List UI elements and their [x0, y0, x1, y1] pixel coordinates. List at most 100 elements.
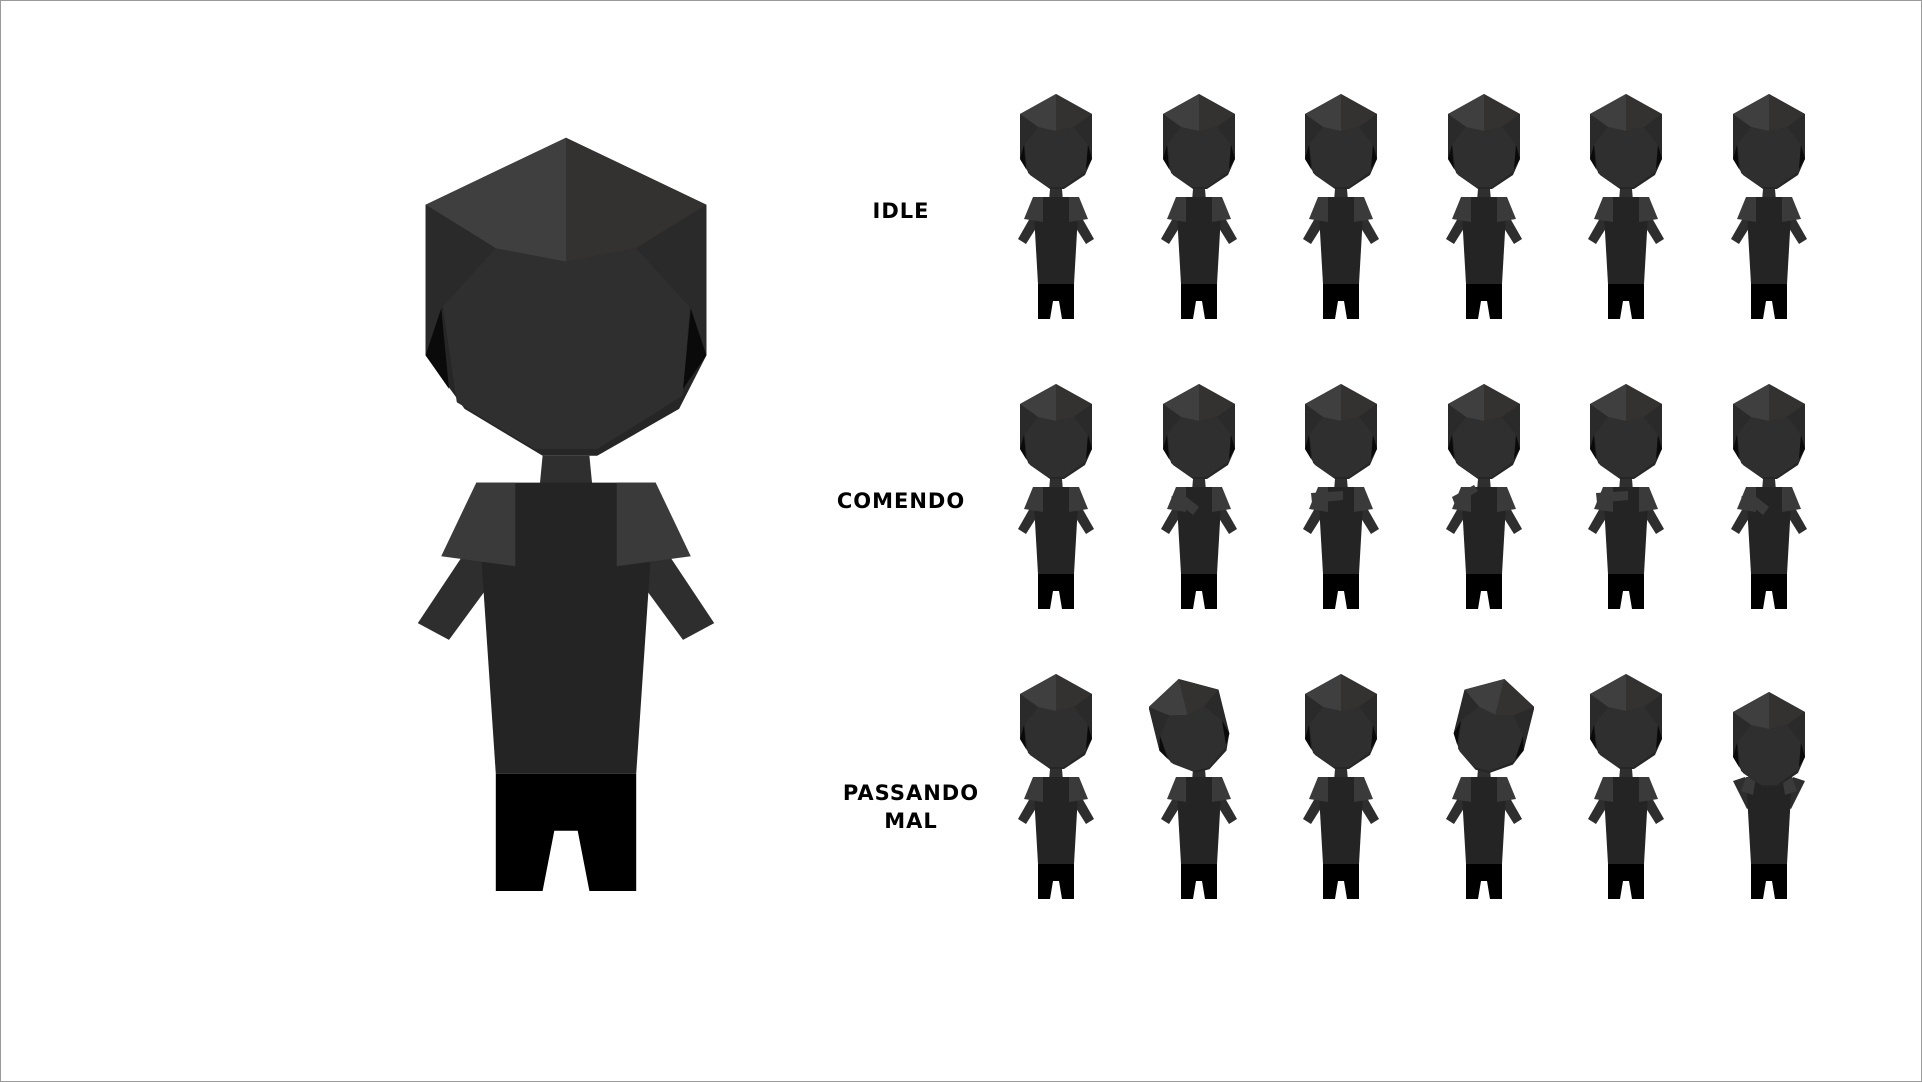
head [1590, 94, 1662, 189]
hair-left [425, 137, 566, 262]
right-sleeve [1069, 197, 1088, 222]
head [1163, 384, 1235, 479]
hair-side-left [1448, 404, 1466, 449]
hair-right [566, 137, 707, 262]
face [1167, 417, 1231, 477]
hair-right [1769, 384, 1805, 421]
hair-side-right [1644, 694, 1662, 739]
sideburn-right [1515, 736, 1524, 760]
hair-side-left [1163, 114, 1181, 159]
sideburn-left [1020, 145, 1026, 169]
pants [1608, 574, 1644, 609]
row-label-passando-mal: PASSANDO MAL [821, 779, 1001, 835]
hair-right [1626, 94, 1662, 131]
sideburn-left [1590, 725, 1596, 749]
hair-right [1199, 384, 1235, 421]
row-label-comendo: COMENDO [821, 487, 981, 515]
hair-right [1484, 94, 1520, 131]
pants-shape [1181, 284, 1217, 319]
sideburn-left [1020, 725, 1026, 749]
sprite-frame [1161, 94, 1237, 319]
pants-shape [1038, 574, 1074, 609]
sideburn-left [1159, 736, 1168, 760]
hair-right [1626, 674, 1662, 711]
shirt [1176, 197, 1222, 284]
hair-left [1020, 94, 1056, 131]
sideburn-left [1448, 145, 1454, 169]
face [1158, 706, 1227, 772]
head [1590, 674, 1662, 769]
shirt [1746, 777, 1792, 864]
sprite-frame [1446, 384, 1522, 609]
sideburn-left [425, 308, 449, 389]
shirt [1318, 197, 1364, 284]
sideburn-left [1733, 435, 1739, 459]
right-sleeve [1069, 777, 1088, 802]
pants [1038, 574, 1074, 609]
right-sleeve [1069, 487, 1088, 512]
pants-shape [1466, 864, 1502, 899]
hair-side-right [1359, 694, 1377, 739]
row-label-line: COMENDO [836, 489, 966, 513]
sprite-frame [1303, 94, 1379, 319]
right-sleeve [1212, 197, 1231, 222]
face [1737, 417, 1801, 477]
sprite-frame [1303, 674, 1379, 899]
hair-left [1149, 678, 1188, 716]
left-sleeve [1741, 777, 1756, 795]
pants [1038, 284, 1074, 319]
face [1309, 707, 1373, 767]
pants-shape [1466, 284, 1502, 319]
right-sleeve [1782, 197, 1801, 222]
hair-right [1341, 674, 1377, 711]
hair-side-left [1590, 404, 1608, 449]
face [1737, 127, 1801, 187]
hair-side-right [1074, 404, 1092, 449]
pants-shape [1608, 574, 1644, 609]
hair-left [1590, 384, 1626, 421]
left-sleeve [1309, 777, 1328, 802]
face [1024, 127, 1088, 187]
hair-side-right [1217, 404, 1235, 449]
right-sleeve [1354, 487, 1373, 512]
face [1594, 707, 1658, 767]
sideburn-left [1163, 145, 1169, 169]
hair-side-left [425, 204, 496, 356]
left-sleeve [1167, 777, 1186, 802]
hair-right [1484, 384, 1520, 421]
pants [1323, 284, 1359, 319]
hair-side-left [1590, 114, 1608, 159]
hair-side-left [1305, 694, 1323, 739]
right-sleeve [1497, 487, 1516, 512]
hair-right [1056, 384, 1092, 421]
sideburn-right [1514, 145, 1520, 169]
right-sleeve [1212, 487, 1231, 512]
right-sleeve [1354, 197, 1373, 222]
face [1167, 127, 1231, 187]
sideburn-right [1229, 435, 1235, 459]
right-sleeve [1782, 487, 1801, 512]
hair-right [1199, 94, 1235, 131]
sideburn-right [1371, 435, 1377, 459]
sprite-frame [1446, 94, 1522, 319]
left-sleeve [1452, 197, 1471, 222]
pants-shape [1323, 284, 1359, 319]
head [1448, 94, 1520, 189]
pants-shape [1181, 574, 1217, 609]
hair-side-left [1305, 404, 1323, 449]
sideburn-right [1086, 145, 1092, 169]
head [425, 137, 707, 456]
face [1737, 725, 1801, 785]
hair-side-right [1204, 689, 1230, 734]
pants [1608, 284, 1644, 319]
shirt [1603, 197, 1649, 284]
pants-shape [1181, 864, 1217, 899]
left-sleeve [1024, 777, 1043, 802]
head [1020, 94, 1092, 189]
left-sleeve [1024, 487, 1043, 512]
hair-left [1305, 674, 1341, 711]
sideburn-left [1163, 435, 1169, 459]
shirt [1318, 487, 1364, 574]
hair-left [1020, 384, 1056, 421]
hair-side-left [1453, 689, 1479, 734]
